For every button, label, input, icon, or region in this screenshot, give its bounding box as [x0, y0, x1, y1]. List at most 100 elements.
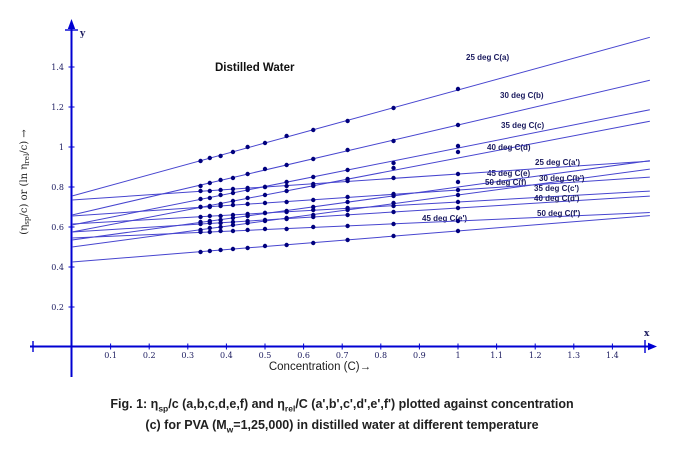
fit-line-d: [71, 120, 650, 233]
data-point-a': [391, 175, 396, 181]
data-point-e': [345, 237, 350, 243]
data-point-a': [245, 185, 250, 191]
data-point-c': [262, 210, 268, 216]
data-point-d': [198, 221, 203, 227]
data-point-e': [230, 246, 236, 252]
data-point-b: [230, 175, 236, 181]
series-label-b: 30 deg C(b): [500, 91, 544, 100]
data-point-f': [455, 218, 461, 224]
y-axis-arrowhead: [67, 19, 76, 29]
data-point-f: [455, 192, 461, 198]
series-label-d: 40 deg C(d): [487, 143, 531, 152]
data-point-d': [311, 214, 316, 220]
data-point-b: [455, 122, 461, 128]
series-label-f': 50 deg C(f'): [537, 209, 581, 218]
data-point-e': [207, 248, 213, 254]
data-point-a: [207, 155, 213, 161]
data-point-a': [262, 184, 268, 190]
x-tick-label: 0.7: [336, 351, 349, 360]
series-label-c: 35 deg C(c): [501, 121, 544, 130]
data-point-c': [218, 213, 223, 219]
data-point-b: [245, 171, 250, 177]
chart-title: Distilled Water: [215, 62, 295, 74]
data-point-f': [198, 229, 203, 235]
y-tick-label: 0.6: [51, 223, 64, 232]
data-point-e': [284, 242, 289, 248]
data-point-a: [455, 86, 461, 92]
data-point-f': [245, 227, 250, 233]
data-point-d': [245, 218, 250, 224]
data-point-b': [311, 197, 316, 203]
data-point-a': [230, 186, 236, 192]
viscosity-concentration-chart: y x 0.1 0.2 0.3 0.4 0.5 0.6 0.7 0.8 0.9 1 1.1 1.2 1.3 1…: [19, 19, 657, 377]
data-point-b: [391, 138, 396, 144]
data-point-f: [218, 224, 223, 230]
data-point-a': [207, 188, 213, 194]
data-point-a': [284, 183, 289, 189]
data-point-e': [198, 249, 203, 255]
data-point-f: [207, 225, 213, 231]
fit-line-f': [71, 212, 650, 239]
data-point-f': [311, 224, 316, 230]
y-tick-label: 1.2: [51, 103, 64, 112]
series-label-a: 25 deg C(a): [466, 53, 509, 62]
series-label-e: 45 deg C(e): [487, 169, 530, 178]
x-tick-label: 1.2: [529, 351, 542, 360]
data-point-c': [198, 214, 203, 220]
data-point-f': [218, 228, 223, 234]
data-point-d: [284, 188, 289, 194]
data-point-b': [218, 203, 223, 209]
data-point-c: [345, 167, 350, 173]
y-tick-label: 1.4: [51, 63, 64, 72]
x-tick-label: 0.5: [259, 351, 272, 360]
data-point-c: [391, 160, 396, 166]
series-label-d': 40 deg C(d'): [534, 194, 580, 203]
data-point-a: [284, 133, 289, 139]
data-point-a': [198, 188, 203, 194]
x-tick-label: 0.8: [374, 351, 387, 360]
data-point-c': [284, 209, 289, 215]
data-point-e': [245, 245, 250, 251]
data-point-b': [207, 204, 213, 210]
data-point-e': [218, 247, 223, 253]
data-point-d': [262, 217, 268, 223]
fit-line-b': [71, 176, 650, 217]
x-axis-letter: x: [644, 329, 650, 339]
data-point-d: [391, 165, 396, 171]
x-tick-label: 1.3: [567, 351, 580, 360]
caption-line-2: (c) for PVA (Mw=1,25,000) in distilled w…: [145, 417, 539, 435]
fit-line-a: [71, 36, 650, 197]
data-point-e': [455, 228, 461, 234]
data-point-b': [345, 194, 350, 200]
data-point-d': [455, 205, 461, 211]
data-point-d: [230, 198, 236, 204]
x-axis-arrowhead: [648, 342, 657, 351]
fit-line-c: [71, 109, 650, 226]
data-point-c': [391, 203, 396, 209]
data-point-a': [345, 178, 350, 184]
fit-line-d': [71, 195, 650, 233]
data-point-f': [230, 228, 236, 234]
data-point-a': [218, 187, 223, 193]
data-point-d': [230, 219, 236, 225]
data-point-a': [455, 171, 461, 177]
x-tick-label: 1.1: [490, 351, 503, 360]
data-point-f': [207, 229, 213, 235]
data-point-c': [207, 213, 213, 219]
caption-line-1: Fig. 1: ηsp/c (a,b,c,d,e,f) and ηrel/C (…: [110, 397, 574, 414]
x-tick-label: 0.6: [297, 351, 310, 360]
data-point-b': [455, 187, 461, 193]
data-point-b: [198, 183, 203, 189]
series-label-c': 35 deg C(c'): [534, 184, 579, 193]
data-point-b': [245, 201, 250, 207]
data-point-c': [245, 211, 250, 217]
fit-line-a': [71, 160, 650, 201]
data-point-a: [230, 149, 236, 155]
data-point-c: [230, 190, 236, 196]
data-point-e': [262, 243, 268, 249]
data-point-b: [311, 156, 316, 162]
data-point-c': [230, 212, 236, 218]
fit-line-e: [71, 160, 650, 241]
data-point-d': [218, 220, 223, 226]
data-point-f': [262, 226, 268, 232]
